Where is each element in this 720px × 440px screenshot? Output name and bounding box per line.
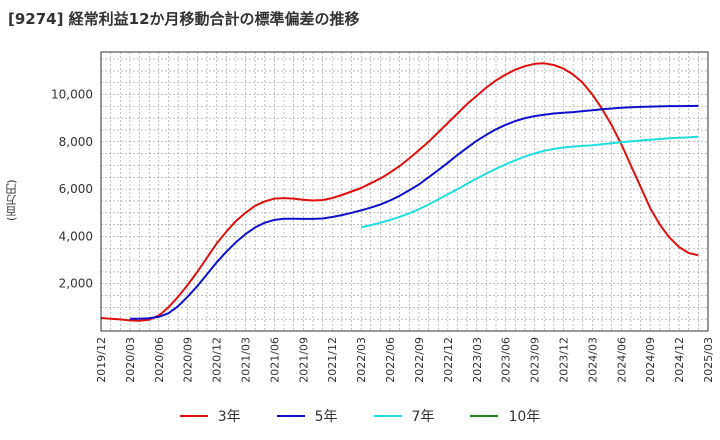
y-tick-label: 6,000 [59, 182, 93, 196]
x-tick-label: 2022/03 [355, 337, 368, 383]
y-axis-ticks: 2,000 4,000 6,000 8,000 10,000 [51, 88, 93, 291]
x-tick-label: 2023/03 [471, 337, 484, 383]
x-tick-label: 2024/12 [673, 337, 686, 383]
x-tick-label: 2023/12 [557, 337, 570, 383]
legend-swatch [373, 415, 402, 417]
x-tick-label: 2021/06 [268, 337, 281, 383]
x-tick-label: 2024/03 [586, 337, 599, 383]
legend: 3年 5年 7年 10年 [0, 404, 720, 428]
x-tick-label: 2021/12 [326, 337, 339, 383]
y-tick-label: 4,000 [59, 229, 93, 243]
series-line-7年 [360, 135, 699, 229]
x-tick-label: 2025/03 [702, 337, 715, 383]
x-tick-label: 2021/03 [240, 337, 253, 383]
legend-item: 5年 [276, 406, 338, 426]
chart-title: [9274] 経常利益12か月移動合計の標準偏差の推移 [8, 10, 360, 28]
legend-item: 10年 [470, 406, 540, 426]
x-tick-label: 2022/09 [413, 337, 426, 383]
legend-label: 7年 [411, 409, 435, 425]
plot-frame [100, 51, 709, 332]
legend-swatch [276, 415, 305, 417]
legend-label: 10年 [508, 409, 541, 425]
x-tick-label: 2020/09 [182, 337, 195, 383]
x-tick-label: 2023/06 [500, 337, 513, 383]
x-axis-ticks: 2019/12 2020/03 2020/06 2020/09 2020/12 2021/… [95, 337, 715, 383]
x-tick-label: 2024/09 [644, 337, 657, 383]
x-tick-label: 2024/06 [615, 337, 628, 383]
x-tick-label: 2019/12 [95, 337, 108, 383]
x-tick-label: 2020/06 [153, 337, 166, 383]
x-tick-label: 2020/12 [211, 337, 224, 383]
x-tick-label: 2021/09 [297, 337, 310, 383]
line-chart: 2,000 4,000 6,000 8,000 10,000 2019/12 2020/0… [51, 51, 715, 383]
x-tick-label: 2020/03 [124, 337, 137, 383]
legend-label: 5年 [314, 409, 338, 425]
legend-label: 3年 [217, 409, 241, 425]
legend-swatch [179, 415, 208, 417]
series-line-3年 [100, 62, 699, 322]
legend-item: 7年 [373, 406, 435, 426]
x-tick-label: 2022/06 [384, 337, 397, 383]
legend-item: 3年 [179, 406, 241, 426]
series-line-5年 [129, 104, 699, 320]
x-tick-label: 2022/12 [442, 337, 455, 383]
series-lines [100, 62, 699, 322]
legend-swatch [470, 415, 499, 417]
gridlines [100, 52, 709, 331]
y-tick-label: 8,000 [59, 135, 93, 149]
x-tick-label: 2023/09 [529, 337, 542, 383]
y-tick-label: 10,000 [51, 88, 93, 102]
y-tick-label: 2,000 [59, 277, 93, 291]
